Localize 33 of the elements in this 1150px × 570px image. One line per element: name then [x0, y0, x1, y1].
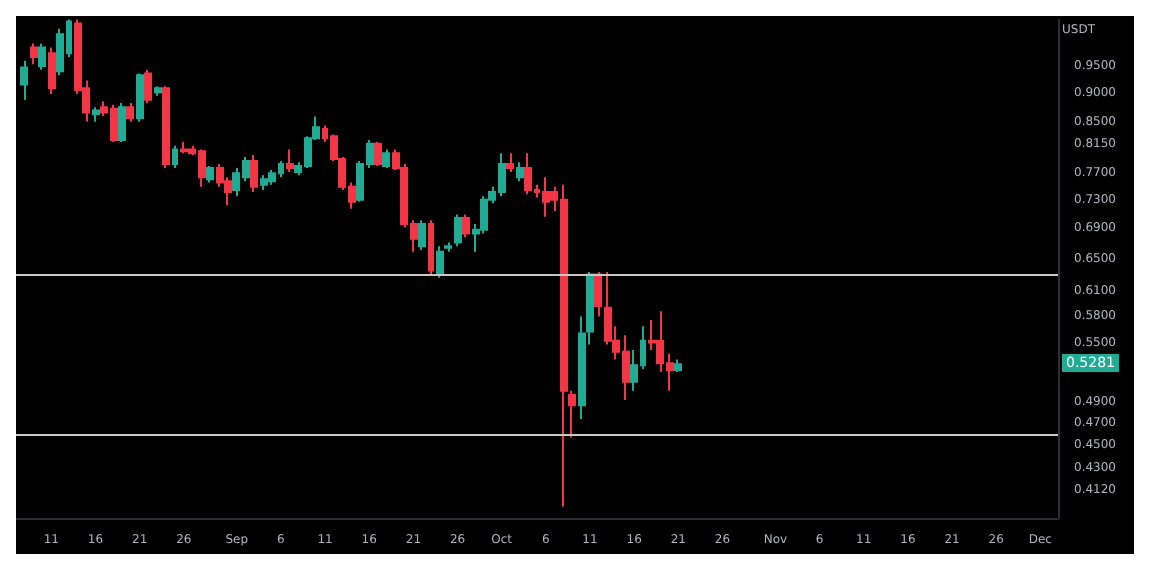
candlestick — [250, 154, 258, 194]
candlestick — [136, 72, 144, 123]
candlestick — [516, 161, 524, 183]
candlestick — [48, 46, 56, 95]
candlestick — [674, 358, 682, 373]
candlestick — [206, 165, 214, 184]
candlestick — [30, 42, 38, 66]
candlestick — [428, 219, 434, 276]
candlestick — [454, 213, 462, 248]
candlestick — [154, 85, 162, 97]
candlestick — [92, 106, 100, 123]
candlestick — [524, 152, 532, 196]
candlestick — [162, 85, 170, 170]
candlestick — [180, 140, 188, 155]
candlestick — [436, 245, 444, 279]
candlestick — [144, 68, 152, 105]
candlestick — [260, 174, 268, 192]
candlestick — [462, 213, 470, 239]
candlestick — [268, 168, 276, 186]
candlestick — [172, 144, 178, 170]
candlestick — [382, 148, 390, 170]
candlestick — [286, 148, 294, 173]
candlestick — [418, 219, 426, 252]
candlestick — [56, 27, 64, 77]
candlestick — [506, 152, 514, 173]
candlestick — [374, 140, 382, 168]
candlestick — [118, 102, 126, 143]
candlestick — [444, 241, 452, 253]
candlestick — [38, 42, 46, 71]
candlestick — [542, 176, 550, 218]
candlestick — [594, 271, 602, 318]
candlestick — [20, 59, 28, 101]
candlestick — [126, 102, 134, 123]
